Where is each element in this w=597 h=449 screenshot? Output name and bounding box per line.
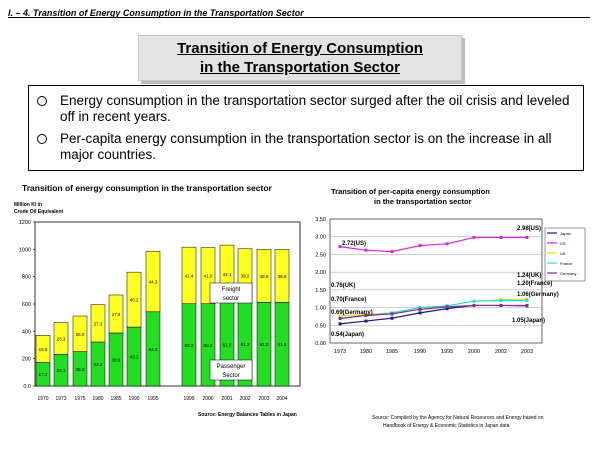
bar-x-tick-label: 2002 — [239, 396, 250, 402]
bar-chart-ylabel-line-2: Crude Oil Equivalent — [14, 209, 64, 215]
bar-freight-label: 23.3 — [57, 337, 66, 342]
bar-passenger-label: 17.2 — [39, 372, 48, 377]
bar-x-tick-label: 2000 — [202, 396, 213, 402]
bar-x-tick-label: 2001 — [221, 396, 232, 402]
bar-x-tick-label: 1985 — [110, 396, 121, 402]
bar-passenger-label: 61.2 — [260, 342, 269, 347]
bullet-item-1: Energy consumption in the transportation… — [37, 93, 577, 125]
bar-x-tick-label: 1980 — [92, 396, 103, 402]
bar-freight — [181, 246, 197, 304]
bar-freight-label: 39.2 — [241, 274, 250, 279]
bar-freight — [90, 304, 106, 343]
bar-y-tick-label: 800 — [22, 275, 31, 281]
bar-passenger-label: 60.2 — [204, 343, 213, 348]
bar-x-tick-label: 1970 — [37, 396, 48, 402]
bar-x-tick-label: 1975 — [74, 396, 85, 402]
bullet-text-2: Per-capita energy consumption in the tra… — [60, 131, 552, 162]
bar-y-tick-label: 0.0 — [23, 384, 31, 390]
freight-annotation-line-1: Freight — [222, 287, 241, 293]
bar-freight-label: 38.8 — [278, 274, 287, 279]
bar-y-tick-label: 1000 — [19, 247, 31, 253]
bar-freight — [53, 322, 69, 355]
bar-y-tick-label: 400 — [22, 329, 31, 335]
bar-freight-label: 41.4 — [185, 273, 194, 278]
bar-chart-source: Source: Energy Balances Tables in Japan — [198, 412, 297, 418]
bar-freight-label: 27.3 — [94, 321, 103, 326]
bar-freight — [72, 315, 88, 352]
bar-x-tick-label: 1999 — [183, 396, 194, 402]
bar-freight-label: 44.3 — [149, 280, 158, 285]
bar-x-tick-label: 2004 — [276, 396, 287, 402]
bar-passenger-label: 25.2 — [76, 367, 85, 372]
freight-annotation-box — [209, 282, 253, 304]
bar-passenger-label: 23.1 — [57, 368, 66, 373]
bar-freight-label: 26.0 — [76, 332, 85, 337]
passenger-annotation-box — [209, 359, 253, 381]
bullet-item-2: Per-capita energy consumption in the tra… — [37, 131, 577, 163]
slide-title-line-2: in the Transportation Sector — [199, 59, 401, 76]
passenger-annotation-line-2: Sector — [222, 373, 239, 379]
bar-freight-label: 41.0 — [204, 274, 213, 279]
section-header: I. – 4. Transition of Energy Consumption… — [8, 3, 590, 19]
bar-freight — [274, 249, 290, 303]
bar-freight — [256, 249, 272, 303]
slide-title-box: Transition of Energy Consumption in the … — [138, 35, 462, 81]
bar-freight — [108, 294, 124, 334]
bar-y-tick-label: 200 — [22, 357, 31, 363]
bar-x-tick-label: 2003 — [258, 396, 269, 402]
section-header-text: I. – 4. Transition of Energy Consumption… — [8, 8, 304, 18]
bar-freight-label: 19.9 — [39, 347, 48, 352]
bar-x-tick-label: 1990 — [128, 396, 139, 402]
bar-passenger-label: 61.0 — [223, 342, 232, 347]
bar-passenger-label: 54.3 — [149, 347, 158, 352]
bar-passenger-label: 61.2 — [241, 342, 250, 347]
bar-passenger-label: 43.1 — [130, 355, 139, 360]
bar-passenger-label: 32.2 — [94, 362, 103, 367]
bar-freight — [145, 250, 161, 313]
bar-x-tick-label: 1995 — [147, 396, 158, 402]
bar-y-tick-label: 600 — [22, 302, 31, 308]
bullet-circle-icon — [37, 134, 47, 144]
bullet-box: Energy consumption in the transportation… — [28, 85, 584, 171]
bar-freight — [35, 335, 51, 363]
bar-passenger-label: 38.8 — [112, 357, 121, 362]
bar-chart-ylabel-text: Million Kl in — [14, 202, 42, 208]
passenger-annotation-line-1: Passenger — [217, 364, 246, 370]
bar-freight-label: 42.1 — [223, 272, 232, 277]
bullet-circle-icon — [37, 96, 47, 106]
slide-title-line-1: Transition of Energy Consumption — [177, 40, 423, 57]
bar-freight-label: 40.2 — [130, 298, 139, 303]
bar-chart-ylabel: Million Kl in Crude Oil Equivalent — [14, 202, 64, 215]
bar-freight — [126, 271, 142, 328]
bar-freight-label: 38.8 — [260, 274, 269, 279]
freight-annotation-line-2: sector — [223, 296, 239, 302]
bar-y-tick-label: 1200 — [19, 220, 31, 226]
header-rule — [8, 17, 590, 18]
bar-chart-title: Transition of energy consumption in the … — [22, 183, 273, 193]
bar-passenger-label: 60.2 — [185, 343, 194, 348]
bullet-text-1: Energy consumption in the transportation… — [60, 93, 570, 124]
bar-freight-label: 27.8 — [112, 312, 121, 317]
bar-passenger-label: 61.2 — [278, 342, 287, 347]
bar-x-tick-label: 1973 — [55, 396, 66, 402]
